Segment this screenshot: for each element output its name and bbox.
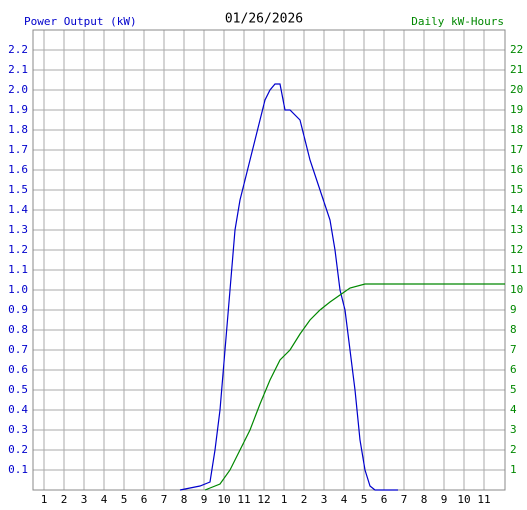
y2-tick-label: 15: [510, 183, 523, 196]
x-tick-label: 11: [477, 493, 490, 506]
x-tick-label: 2: [301, 493, 308, 506]
y-tick-label: 1.1: [8, 263, 28, 276]
y-tick-label: 1.4: [8, 203, 28, 216]
y-tick-label: 1.6: [8, 163, 28, 176]
y2-tick-label: 9: [510, 303, 517, 316]
y2-tick-label: 14: [510, 203, 524, 216]
y-axis-label: Power Output (kW): [24, 15, 137, 28]
y-tick-label: 0.2: [8, 443, 28, 456]
y-tick-label: 2.1: [8, 63, 28, 76]
y-tick-label: 0.7: [8, 343, 28, 356]
x-tick-label: 7: [161, 493, 168, 506]
data-line: [179, 83, 398, 491]
x-tick-label: 4: [101, 493, 108, 506]
y-tick-label: 2.0: [8, 83, 28, 96]
y2-tick-label: 13: [510, 223, 523, 236]
y2-tick-label: 3: [510, 423, 517, 436]
x-tick-label: 1: [41, 493, 48, 506]
y-tick-label: 0.5: [8, 383, 28, 396]
y-tick-label: 0.1: [8, 463, 28, 476]
x-tick-label: 3: [81, 493, 88, 506]
y2-tick-label: 1: [510, 463, 517, 476]
data-line: [204, 283, 505, 491]
y-tick-label: 1.2: [8, 243, 28, 256]
x-tick-label: 6: [141, 493, 148, 506]
x-tick-label: 3: [321, 493, 328, 506]
x-tick-label: 8: [181, 493, 188, 506]
y-tick-label: 0.4: [8, 403, 28, 416]
y-tick-label: 1.3: [8, 223, 28, 236]
x-tick-label: 7: [401, 493, 408, 506]
y2-tick-label: 19: [510, 103, 523, 116]
x-tick-label: 4: [341, 493, 348, 506]
y2-tick-label: 16: [510, 163, 523, 176]
y2-tick-label: 2: [510, 443, 517, 456]
x-tick-label: 5: [121, 493, 128, 506]
y2-tick-label: 20: [510, 83, 523, 96]
y-tick-label: 2.2: [8, 43, 28, 56]
y-tick-label: 1.8: [8, 123, 28, 136]
x-tick-label: 2: [61, 493, 68, 506]
x-tick-label: 5: [361, 493, 368, 506]
x-tick-label: 8: [421, 493, 428, 506]
y2-tick-label: 21: [510, 63, 523, 76]
plot-frame: [32, 29, 506, 491]
x-tick-label: 6: [381, 493, 388, 506]
y2-tick-label: 18: [510, 123, 523, 136]
y2-tick-label: 4: [510, 403, 517, 416]
y2-tick-label: 22: [510, 43, 523, 56]
y-tick-label: 0.9: [8, 303, 28, 316]
y-tick-label: 1.5: [8, 183, 28, 196]
y2-tick-label: 12: [510, 243, 523, 256]
y-tick-label: 1.9: [8, 103, 28, 116]
x-tick-label: 9: [201, 493, 208, 506]
x-tick-label: 9: [441, 493, 448, 506]
y2-tick-label: 11: [510, 263, 523, 276]
x-tick-label: 12: [257, 493, 270, 506]
y-tick-label: 0.6: [8, 363, 28, 376]
y2-tick-label: 8: [510, 323, 517, 336]
y2-axis-label: Daily kW-Hours: [411, 15, 504, 28]
y2-tick-label: 17: [510, 143, 523, 156]
y-tick-label: 0.3: [8, 423, 28, 436]
y-tick-label: 0.8: [8, 323, 28, 336]
x-tick-label: 10: [217, 493, 230, 506]
x-tick-label: 10: [457, 493, 470, 506]
y-tick-label: 1.7: [8, 143, 28, 156]
x-tick-label: 11: [237, 493, 250, 506]
x-tick-label: 1: [281, 493, 288, 506]
y2-tick-label: 10: [510, 283, 523, 296]
y2-tick-label: 7: [510, 343, 517, 356]
y2-tick-label: 5: [510, 383, 517, 396]
chart-title: 01/26/2026: [225, 12, 303, 27]
y-tick-label: 1.0: [8, 283, 28, 296]
y2-tick-label: 6: [510, 363, 517, 376]
